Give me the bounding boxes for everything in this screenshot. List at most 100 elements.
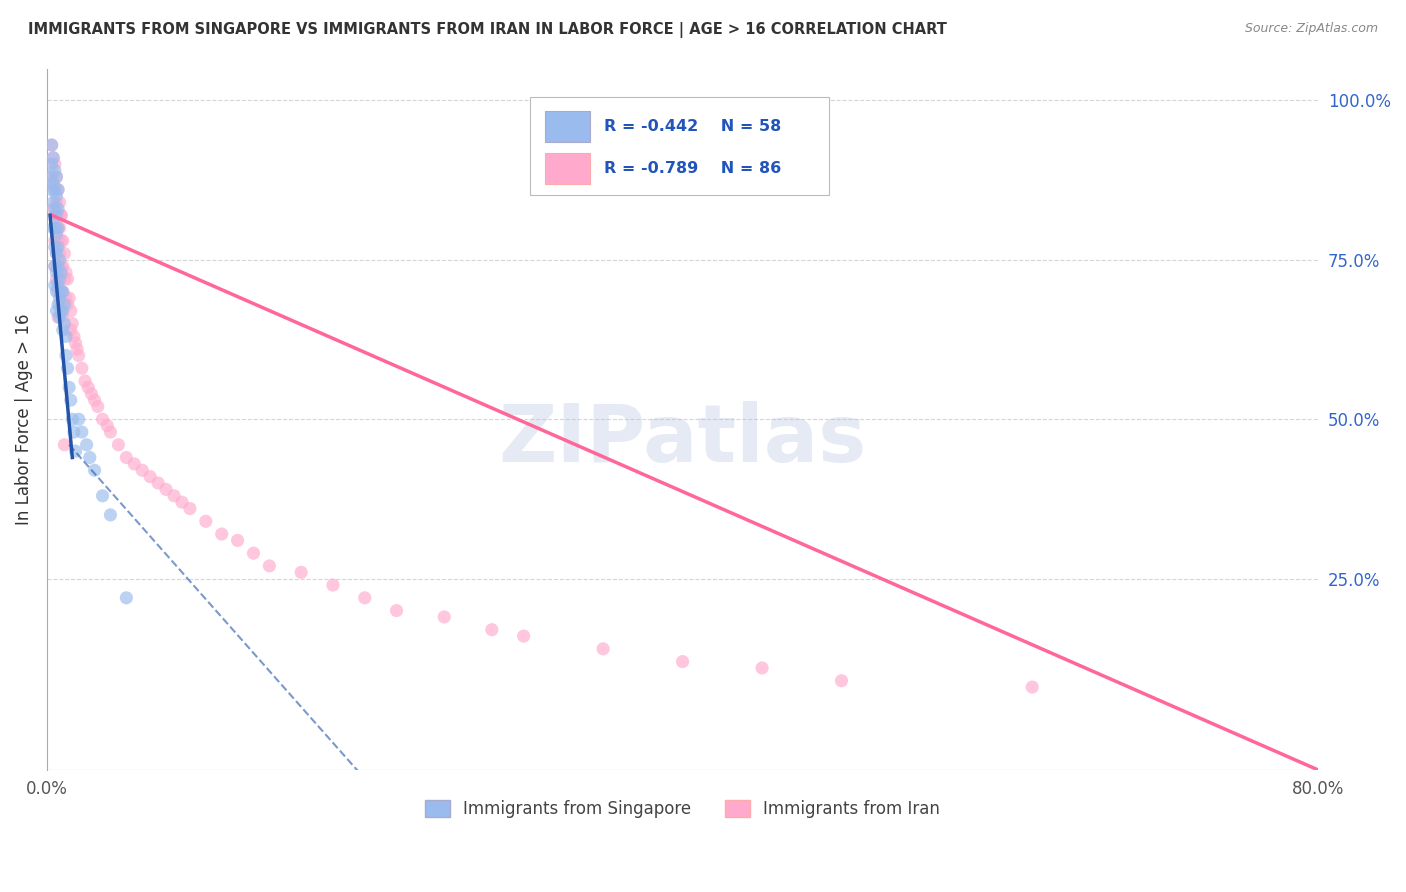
Point (481, 623, 503, 637)
Point (46, 285, 69, 299)
Point (45, 303, 67, 318)
Point (44, 163, 66, 178)
Point (44, 259, 66, 273)
Point (42, 151, 65, 165)
Point (44, 259, 66, 273)
Point (44, 208, 66, 222)
Point (63, 329, 86, 343)
Point (73, 374, 96, 388)
Point (51, 303, 73, 318)
Point (831, 673, 853, 688)
Point (44, 183, 66, 197)
Point (226, 533, 249, 548)
Point (80, 386, 103, 401)
Point (46, 259, 69, 273)
Point (52, 234, 75, 248)
Point (51, 259, 73, 273)
Text: Source: ZipAtlas.com: Source: ZipAtlas.com (1244, 22, 1378, 36)
Point (44, 183, 66, 197)
Point (46, 202, 69, 216)
Point (52, 323, 75, 337)
Point (45, 227, 67, 242)
Point (66, 342, 89, 356)
Point (45, 208, 67, 222)
Point (51, 234, 73, 248)
Point (45, 169, 67, 184)
Point (55, 291, 77, 305)
Point (56, 297, 79, 311)
Point (42, 202, 65, 216)
Point (96, 418, 118, 433)
Point (671, 655, 693, 669)
Point (56, 361, 79, 376)
Point (51, 285, 73, 299)
Point (115, 591, 138, 605)
Point (45, 246, 67, 260)
Point (60, 317, 83, 331)
Point (353, 591, 375, 605)
Bar (546, 111, 589, 142)
Point (39, 169, 62, 184)
Point (100, 425, 122, 439)
Point (48, 221, 70, 235)
Point (91, 412, 114, 426)
Point (59, 393, 82, 408)
Point (53, 317, 76, 331)
Point (42, 177, 65, 191)
FancyBboxPatch shape (530, 96, 828, 194)
Point (53, 272, 76, 286)
Point (48, 252, 70, 267)
Point (170, 495, 193, 509)
Legend: Immigrants from Singapore, Immigrants from Iran: Immigrants from Singapore, Immigrants fr… (419, 793, 946, 825)
Point (53, 438, 76, 452)
Point (63, 425, 86, 439)
Point (512, 629, 534, 643)
Point (46, 183, 69, 197)
Point (194, 514, 217, 528)
Point (290, 566, 312, 580)
Point (131, 463, 153, 477)
Point (51, 266, 73, 280)
Point (115, 450, 138, 465)
Point (44, 278, 66, 293)
Point (44, 234, 66, 248)
Point (52, 285, 75, 299)
Point (107, 438, 129, 452)
Point (385, 603, 408, 617)
Point (41, 169, 63, 184)
Point (44, 202, 66, 216)
Bar (546, 153, 589, 185)
Point (211, 527, 233, 541)
Point (124, 457, 146, 471)
Point (46, 183, 69, 197)
Point (42, 151, 65, 165)
Point (60, 412, 83, 426)
Point (48, 272, 70, 286)
Point (46, 259, 69, 273)
Point (46, 297, 69, 311)
Point (67, 349, 90, 363)
Point (77, 380, 100, 394)
Point (45, 266, 67, 280)
Point (83, 463, 105, 477)
Text: R = -0.442    N = 58: R = -0.442 N = 58 (603, 119, 780, 134)
Point (100, 508, 122, 522)
Point (44, 240, 66, 254)
Point (87, 400, 110, 414)
Point (42, 221, 65, 235)
Point (67, 412, 90, 426)
Point (45, 285, 67, 299)
Text: ZIPatlas: ZIPatlas (499, 401, 866, 479)
Point (45, 272, 67, 286)
Point (46, 310, 69, 325)
Point (45, 169, 67, 184)
Point (322, 578, 344, 592)
Point (65, 444, 87, 458)
Point (52, 310, 75, 325)
Point (55, 349, 77, 363)
Text: IMMIGRANTS FROM SINGAPORE VS IMMIGRANTS FROM IRAN IN LABOR FORCE | AGE > 16 CORR: IMMIGRANTS FROM SINGAPORE VS IMMIGRANTS … (28, 22, 948, 38)
Point (58, 291, 80, 305)
Point (46, 278, 69, 293)
Point (51, 208, 73, 222)
Point (59, 303, 82, 318)
